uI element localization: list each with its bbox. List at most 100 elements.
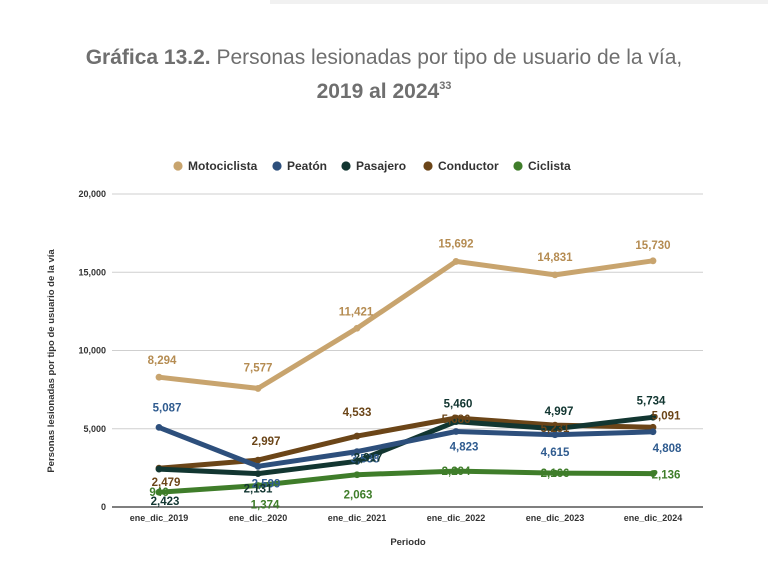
data-label: 14,831 xyxy=(537,252,573,264)
data-label: 15,730 xyxy=(635,240,670,252)
legend-label: Peatón xyxy=(287,159,327,173)
data-label: 8,294 xyxy=(148,355,177,367)
data-point xyxy=(551,425,559,433)
data-label: 2,917 xyxy=(354,452,383,464)
data-label: 4,808 xyxy=(653,443,682,455)
data-point xyxy=(254,385,262,392)
data-point xyxy=(353,457,361,465)
legend-label: Conductor xyxy=(438,159,499,173)
legend-marker xyxy=(513,161,523,171)
data-point xyxy=(353,448,361,456)
y-tick-label: 10,000 xyxy=(78,346,106,356)
data-point xyxy=(155,423,163,431)
data-label: 5,091 xyxy=(652,410,681,422)
data-point xyxy=(649,413,657,421)
gridlines xyxy=(112,193,703,508)
data-point xyxy=(155,465,163,473)
x-axis-ticks: ene_dic_2019 ene_dic_2020 ene_dic_2021 ene_… xyxy=(130,513,683,523)
data-label: 2,599 xyxy=(252,478,281,490)
data-label: 3,538 xyxy=(351,454,380,466)
series-lines xyxy=(155,257,657,496)
data-point xyxy=(452,428,460,435)
series-line-ciclista xyxy=(156,468,656,495)
data-point xyxy=(254,462,262,470)
data-label: 5,460 xyxy=(444,399,473,411)
legend-item-peatón[interactable]: Peatón xyxy=(272,159,327,173)
series-line-peatón xyxy=(156,424,656,469)
title-footnote: 33 xyxy=(439,80,452,92)
y-tick-label: 0 xyxy=(101,502,106,512)
data-label: 5,231 xyxy=(541,423,570,435)
data-label: 2,136 xyxy=(652,470,681,482)
data-label: 2,479 xyxy=(152,477,181,489)
data-point xyxy=(649,428,657,436)
data-point xyxy=(353,324,361,332)
data-point xyxy=(649,470,657,477)
x-tick-label: ene_dic_2020 xyxy=(229,513,288,523)
data-label: 4,533 xyxy=(343,407,372,419)
top-divider xyxy=(270,0,768,4)
data-point xyxy=(254,456,262,464)
data-label: 946 xyxy=(149,487,168,499)
x-tick-label: ene_dic_2021 xyxy=(328,513,387,523)
data-label: 4,997 xyxy=(545,406,574,418)
data-label: 2,423 xyxy=(151,496,180,508)
data-label: 15,692 xyxy=(438,238,473,250)
y-axis-ticks: 0 5,000 10,000 15,000 20,000 xyxy=(78,189,106,512)
data-point xyxy=(254,470,262,478)
legend: Motociclista Peatón Pasajero Conductor Cicli… xyxy=(173,159,571,173)
chart-title: Gráfica 13.2. Personas lesionadas por ti… xyxy=(0,44,768,106)
y-tick-label: 20,000 xyxy=(78,189,106,199)
legend-item-conductor[interactable]: Conductor xyxy=(423,159,499,173)
data-label: 2,294 xyxy=(442,466,471,478)
data-label: 4,615 xyxy=(541,447,570,459)
data-label: 5,734 xyxy=(637,395,666,407)
title-years: 2019 al 2024 xyxy=(316,80,440,103)
legend-label: Pasajero xyxy=(356,159,406,173)
data-label: 5,686 xyxy=(442,414,471,426)
data-point xyxy=(155,373,163,381)
data-point xyxy=(452,418,460,425)
data-point xyxy=(353,432,361,440)
data-label: 5,087 xyxy=(153,402,182,414)
title-text: Personas lesionadas por tipo de usuario … xyxy=(210,46,683,69)
x-axis-title: Periodo xyxy=(390,537,426,548)
data-point xyxy=(551,469,559,477)
data-label: 2,166 xyxy=(541,468,570,480)
data-point xyxy=(551,271,559,279)
data-label: 1,374 xyxy=(251,499,280,511)
data-point xyxy=(551,431,559,439)
data-labels: 8,294 7,577 11,421 15,692 14,831 15,730 5,087 2… xyxy=(148,238,682,511)
legend-marker xyxy=(341,161,351,171)
legend-marker xyxy=(423,161,433,171)
data-point xyxy=(452,467,460,475)
x-tick-label: ene_dic_2023 xyxy=(526,513,585,523)
legend-marker xyxy=(173,161,183,171)
legend-label: Ciclista xyxy=(528,159,571,173)
legend-marker xyxy=(272,161,282,171)
data-label: 2,131 xyxy=(244,484,273,496)
data-point xyxy=(254,482,262,489)
y-tick-label: 5,000 xyxy=(83,424,106,434)
series-line-motociclista xyxy=(156,258,656,391)
legend-item-pasajero[interactable]: Pasajero xyxy=(341,159,406,173)
x-tick-label: ene_dic_2022 xyxy=(427,513,486,523)
y-axis-title: Personas lesionadas por tipo de usuario … xyxy=(46,249,57,473)
data-label: 2,063 xyxy=(344,490,373,502)
x-tick-label: ene_dic_2024 xyxy=(624,513,683,523)
legend-item-motociclista[interactable]: Motociclista xyxy=(173,159,258,173)
data-label: 11,421 xyxy=(339,306,374,318)
data-label: 4,823 xyxy=(450,442,479,454)
data-point xyxy=(649,257,657,265)
y-tick-label: 15,000 xyxy=(78,267,106,277)
legend-label: Motociclista xyxy=(188,159,258,173)
data-point xyxy=(452,258,460,265)
title-prefix: Gráfica 13.2. xyxy=(85,46,211,69)
x-tick-label: ene_dic_2019 xyxy=(130,513,189,523)
data-point xyxy=(353,471,361,479)
data-label: 7,577 xyxy=(244,362,273,374)
data-label: 2,997 xyxy=(252,436,281,448)
legend-item-ciclista[interactable]: Ciclista xyxy=(513,159,571,173)
data-point xyxy=(155,488,163,496)
